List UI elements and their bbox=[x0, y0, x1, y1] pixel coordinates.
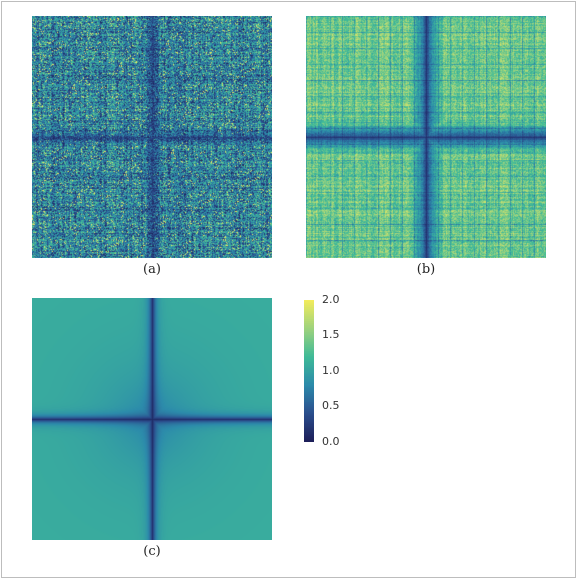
caption-b: (b) bbox=[416, 262, 436, 277]
colorbar-tick-1-5: 1.5 bbox=[322, 328, 340, 341]
colorbar bbox=[304, 300, 314, 442]
caption-c: (c) bbox=[143, 544, 161, 559]
heatmap-canvas-a bbox=[32, 16, 272, 258]
colorbar-tick-0-5: 0.5 bbox=[322, 399, 340, 412]
heatmap-panel-b bbox=[306, 16, 546, 258]
colorbar-tick-0-0: 0.0 bbox=[322, 435, 340, 448]
caption-a: (a) bbox=[143, 262, 161, 277]
colorbar-tick-1-0: 1.0 bbox=[322, 364, 340, 377]
heatmap-canvas-b bbox=[306, 16, 546, 258]
colorbar-tick-2-0: 2.0 bbox=[322, 293, 340, 306]
heatmap-panel-a bbox=[32, 16, 272, 258]
heatmap-canvas-c bbox=[32, 298, 272, 540]
heatmap-panel-c bbox=[32, 298, 272, 540]
